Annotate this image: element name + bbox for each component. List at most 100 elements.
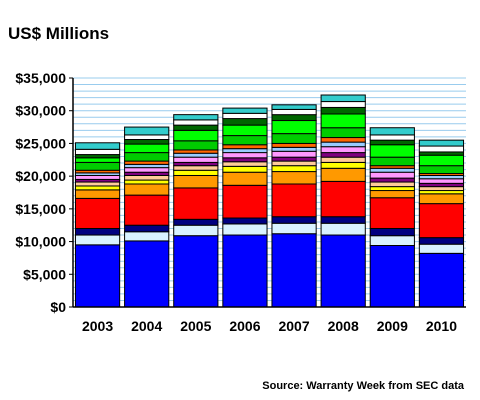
bar-segment <box>271 146 317 152</box>
bar-segment <box>418 139 465 147</box>
bar-segment <box>320 146 366 154</box>
bar-segment <box>222 184 268 219</box>
bar-segment <box>271 108 317 116</box>
bar-segment <box>271 142 317 148</box>
bar-segment <box>271 160 317 167</box>
bar-segment <box>271 120 317 135</box>
bar-segment <box>124 126 170 136</box>
bar-segment <box>320 101 366 108</box>
bar-segment <box>74 142 121 150</box>
y-tick-label: $35,000 <box>15 70 66 86</box>
bar-segment <box>320 141 366 148</box>
bar-segment <box>271 165 317 173</box>
bar-segment <box>74 244 121 308</box>
bar-segment <box>222 148 268 154</box>
bar-segment <box>271 156 317 162</box>
bar-segment <box>222 171 268 186</box>
bar-segment <box>222 217 268 225</box>
bar-segment <box>222 165 268 173</box>
bar-segment <box>320 216 366 224</box>
x-tick-label: 2007 <box>278 318 309 334</box>
bar-segment <box>74 227 121 236</box>
bar-segment <box>74 185 121 191</box>
bar-segment <box>418 203 465 239</box>
bar-segment <box>74 189 121 199</box>
y-tick-label: $0 <box>50 299 66 315</box>
bar-segment <box>418 178 465 184</box>
bar-segment <box>271 233 317 308</box>
bar-segment <box>369 139 415 146</box>
bar-segment <box>74 161 121 171</box>
x-tick-label: 2003 <box>82 318 113 334</box>
bar-segment <box>320 106 366 115</box>
bar-segment <box>369 190 415 199</box>
bar-segment <box>124 152 170 162</box>
bar-segment <box>369 144 415 158</box>
x-tick-label: 2008 <box>328 318 359 334</box>
bar-segment <box>418 154 465 167</box>
x-tick-label: 2006 <box>229 318 260 334</box>
bar-segment <box>320 222 366 236</box>
bar-segment <box>74 197 121 229</box>
bar-segment <box>418 145 465 153</box>
bar-segment <box>320 234 366 308</box>
bar-segment <box>124 224 170 233</box>
bar-segment <box>369 197 415 229</box>
bar-segment <box>320 137 366 143</box>
bar-segment <box>222 124 268 137</box>
bar-segment <box>271 216 317 224</box>
bar-segment <box>271 150 317 158</box>
bar-segment <box>173 119 219 126</box>
bar-segment <box>369 227 415 237</box>
bar-segment <box>222 157 268 163</box>
bar-segment <box>320 156 366 163</box>
x-tick-label: 2005 <box>180 318 211 334</box>
bar-segment <box>369 177 415 183</box>
y-tick-label: $15,000 <box>15 201 66 217</box>
y-tick-label: $30,000 <box>15 103 66 119</box>
bar-segment <box>418 237 465 245</box>
bar-segment <box>320 127 366 139</box>
y-tick-label: $20,000 <box>15 168 66 184</box>
source-note: Source: Warranty Week from SEC data <box>262 380 464 392</box>
bar-segment <box>271 104 317 110</box>
bar-segment <box>173 169 219 176</box>
bar-segment <box>173 152 219 158</box>
bar-segment <box>418 186 465 192</box>
bar-segment <box>74 234 121 246</box>
bar-segment <box>320 152 366 158</box>
bar-segment <box>124 139 170 145</box>
bar-segment <box>173 156 219 163</box>
bar-segment <box>271 222 317 235</box>
y-tick-label: $5,000 <box>23 266 66 282</box>
bar-segment <box>418 165 465 175</box>
bar-segment <box>369 156 415 167</box>
bar-segment <box>173 235 219 308</box>
bar-segment <box>222 135 268 146</box>
bar-segment <box>369 127 415 136</box>
bar-segment <box>173 124 219 131</box>
bar-segment <box>124 179 170 185</box>
bar-segment <box>124 231 170 242</box>
bar-segment <box>222 223 268 236</box>
bar-segment <box>173 174 219 189</box>
bar-segment <box>124 143 170 154</box>
bar-segment <box>320 180 366 218</box>
bar-segment <box>173 165 219 171</box>
bar-segment <box>124 174 170 181</box>
bar-segment <box>418 193 465 205</box>
bar-segment <box>74 181 121 187</box>
x-tick-label: 2010 <box>426 318 457 334</box>
bar-segment <box>173 129 219 142</box>
bar-segment <box>173 224 219 237</box>
bar-segment <box>124 183 170 196</box>
y-tick-label: $25,000 <box>15 135 66 151</box>
bar-segment <box>320 94 366 103</box>
bar-segment <box>173 218 219 226</box>
y-tick-label: $10,000 <box>15 234 66 250</box>
bar-segment <box>418 243 465 254</box>
bar-segment <box>369 235 415 246</box>
bar-segment <box>124 240 170 308</box>
